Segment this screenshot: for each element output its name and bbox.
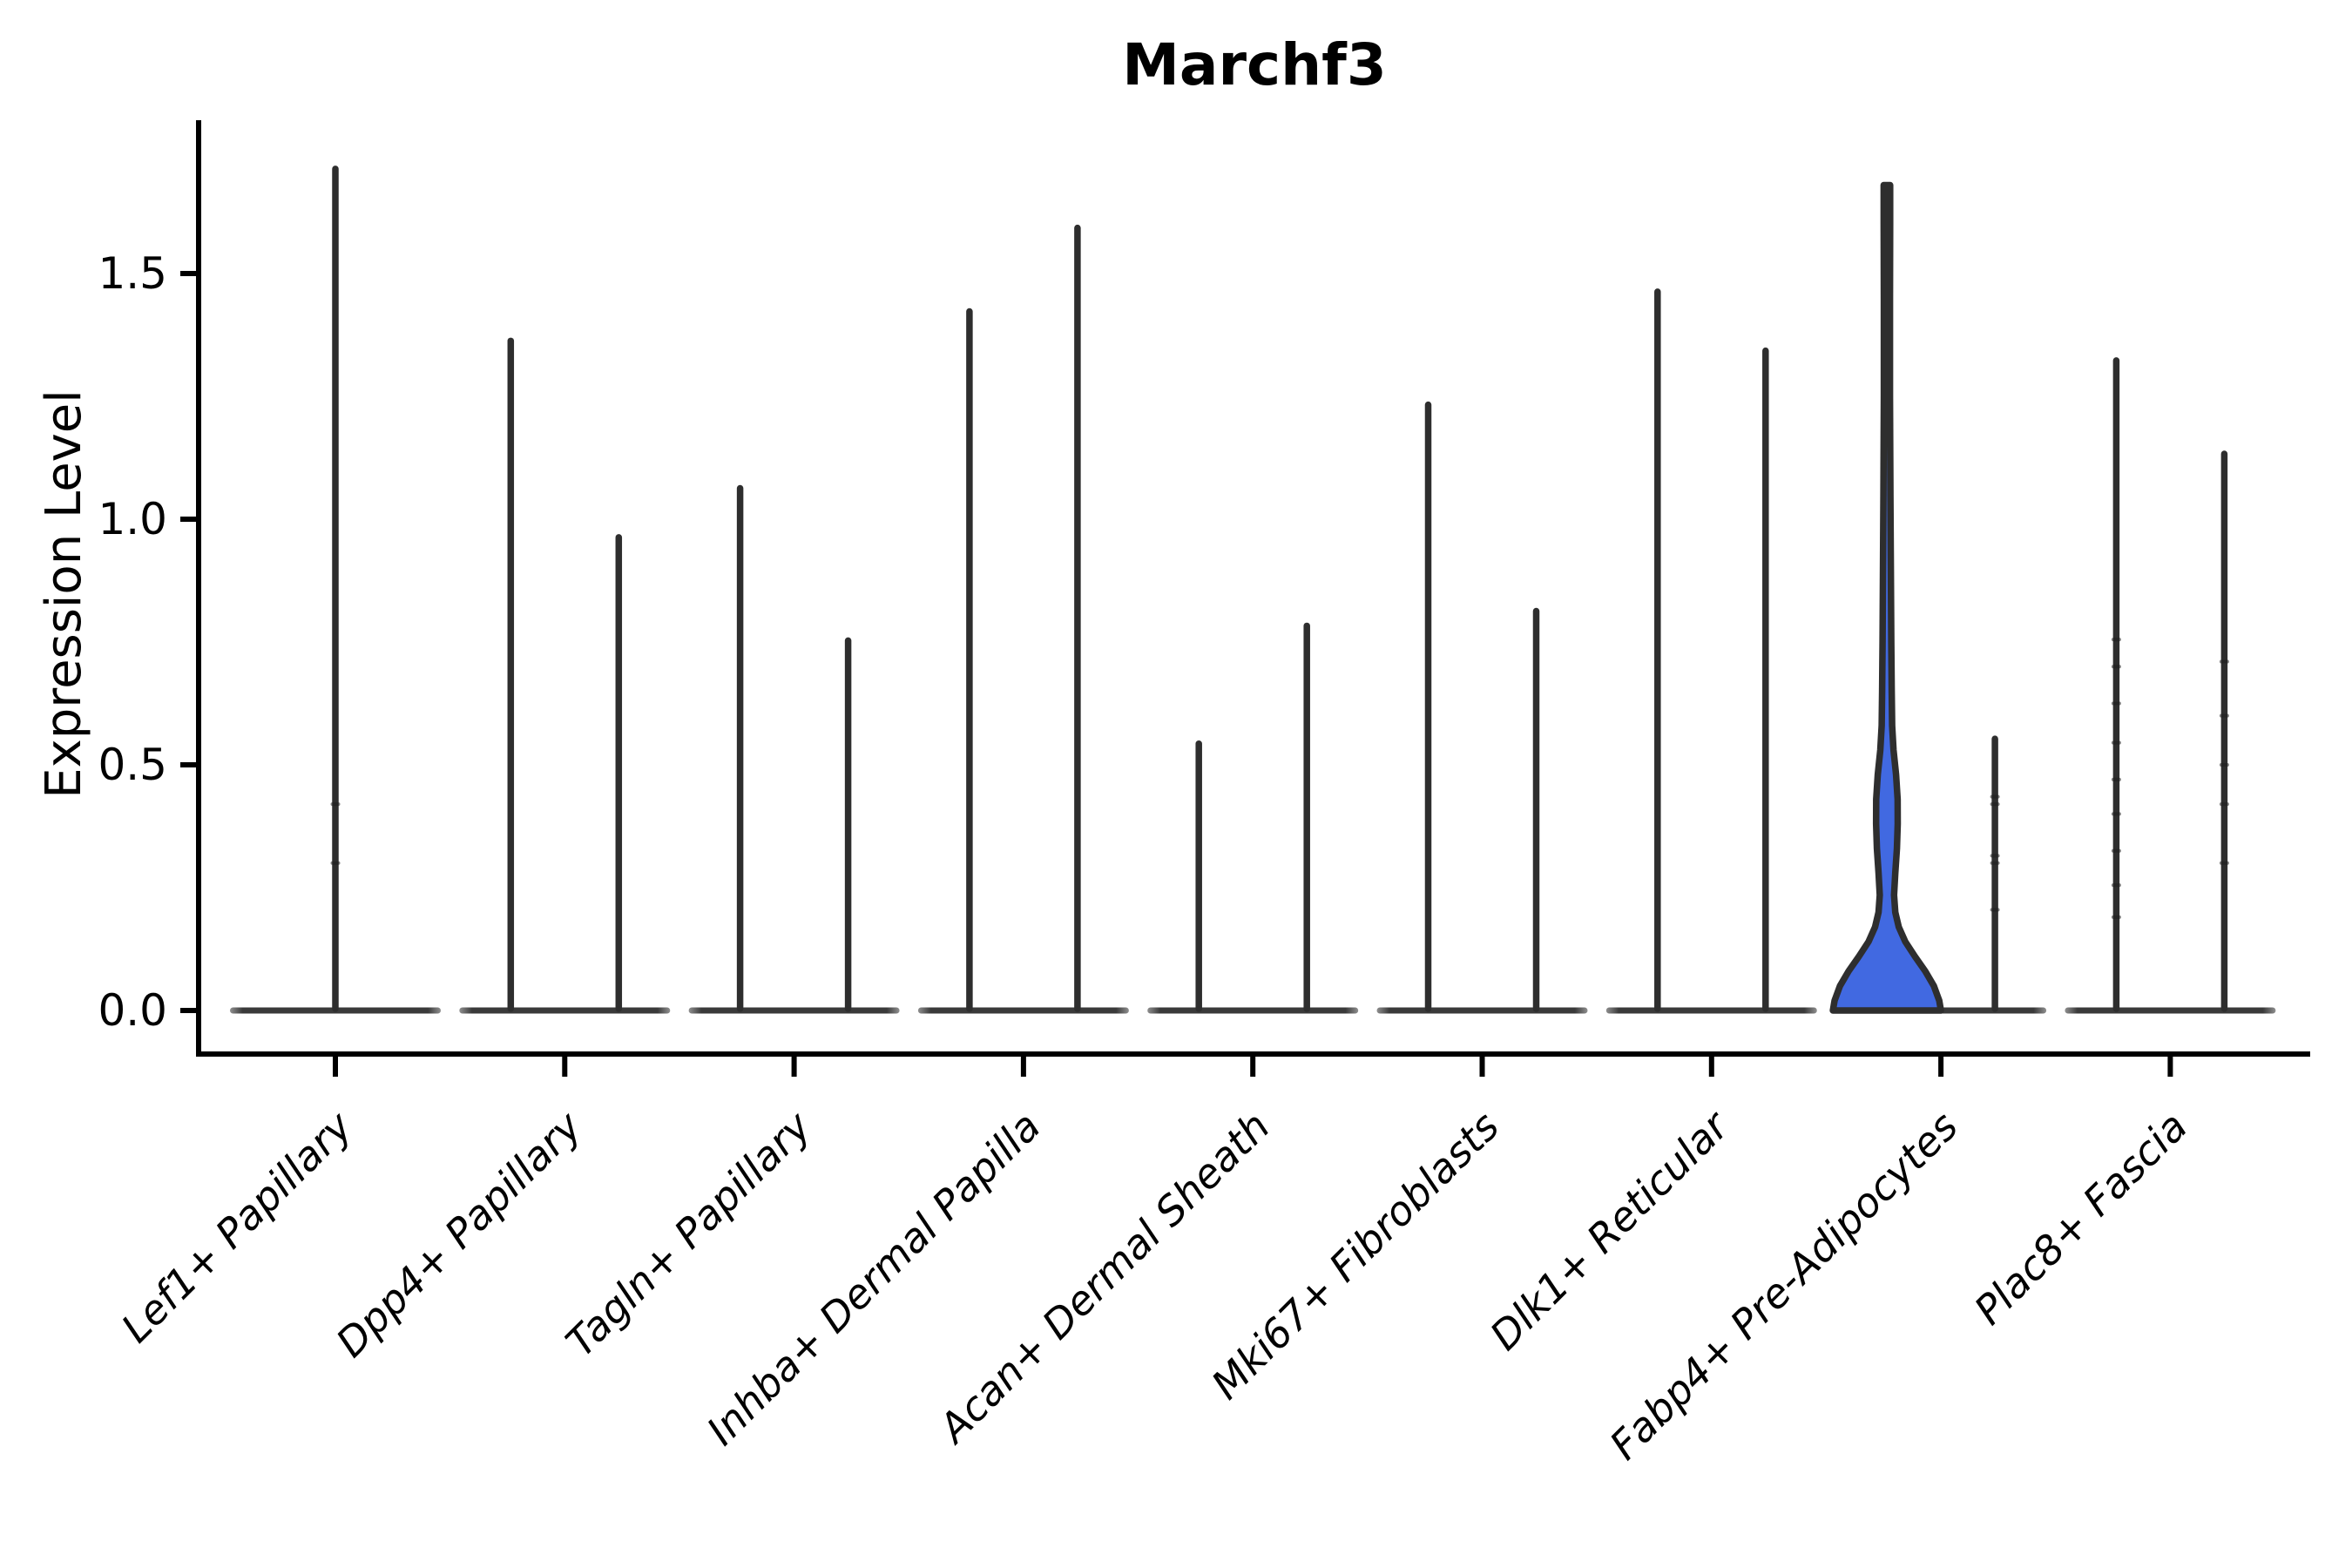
expression-point <box>2219 763 2229 767</box>
y-tick-label: 0.0 <box>98 985 167 1036</box>
violin-base <box>2065 1007 2276 1014</box>
expression-point <box>2111 812 2121 816</box>
expression-point <box>1990 861 2000 865</box>
expression-point <box>2219 713 2229 718</box>
expression-point <box>2219 802 2229 807</box>
expression-point <box>2111 848 2121 853</box>
violin-base <box>917 1007 1129 1014</box>
expression-point <box>1990 802 2000 807</box>
violin-base <box>1147 1007 1359 1014</box>
expression-point <box>2111 638 2121 642</box>
expression-point <box>2219 861 2229 865</box>
expression-point <box>330 802 341 807</box>
violin-base <box>1376 1007 1588 1014</box>
y-axis-label: Expression Level <box>36 389 92 799</box>
x-tick-label: Dpp4+ Papillary <box>327 1102 591 1366</box>
expression-point <box>2111 740 2121 745</box>
expression-point <box>1990 794 2000 799</box>
expression-point <box>330 861 341 865</box>
expression-point <box>2111 915 2121 919</box>
x-tick-label: Tagln+ Papillary <box>557 1102 821 1366</box>
expression-point <box>2111 777 2121 781</box>
y-tick-label: 1.0 <box>98 494 167 544</box>
x-tick-label: Plac8+ Fascia <box>1965 1103 2196 1334</box>
expression-point <box>1990 908 2000 912</box>
expression-point <box>2111 665 2121 669</box>
violins <box>230 166 2276 1014</box>
violin-base <box>459 1007 671 1014</box>
x-tick-label: Dlk1+ Reticular <box>1481 1100 1740 1359</box>
violin-base <box>688 1007 900 1014</box>
expression-point <box>2111 701 2121 706</box>
y-tick-label: 0.5 <box>98 740 167 790</box>
expression-point <box>2219 659 2229 664</box>
expression-point <box>1990 854 2000 858</box>
y-tick-label: 1.5 <box>98 248 167 299</box>
chart-title: Marchf3 <box>1122 31 1387 98</box>
x-tick-label: Lef1+ Papillary <box>112 1102 362 1351</box>
y-axis-ticks: 0.0 0.5 1.0 1.5 <box>98 248 199 1036</box>
expression-point <box>2111 883 2121 888</box>
highlighted-violin <box>1829 181 1944 1014</box>
violin-base <box>1605 1007 1817 1014</box>
